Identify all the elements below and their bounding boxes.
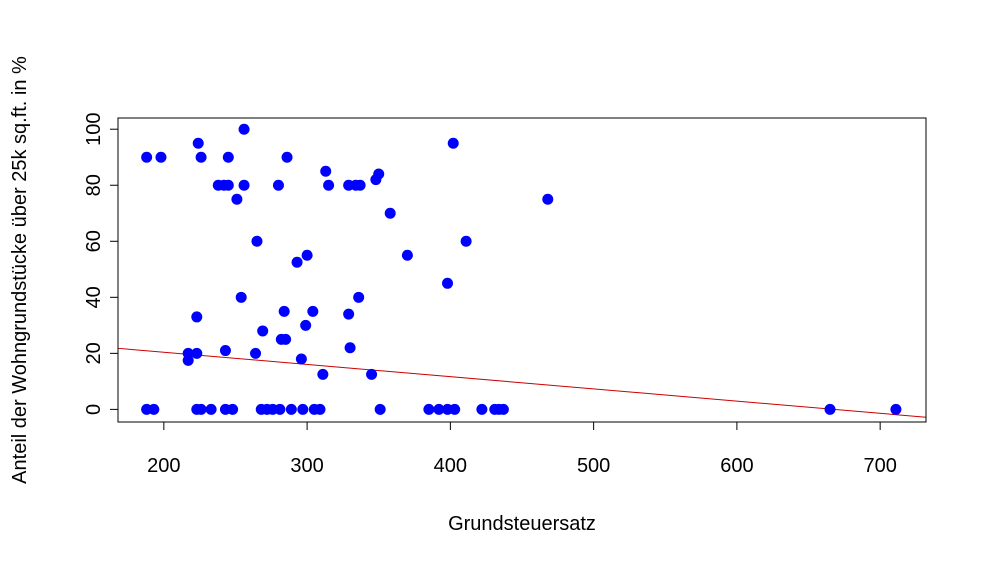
- data-point: [182, 347, 194, 359]
- x-axis-label: Grundsteuersatz: [448, 513, 596, 535]
- data-point: [442, 277, 454, 289]
- data-point: [222, 179, 234, 191]
- data-point: [433, 403, 445, 415]
- x-tick-label: 200: [147, 455, 180, 477]
- data-point: [280, 333, 292, 345]
- data-point: [366, 368, 378, 380]
- data-point: [824, 403, 836, 415]
- data-point: [227, 403, 239, 415]
- data-point: [449, 403, 461, 415]
- y-axis-label: Anteil der Wohngrundstücke über 25k sq.f…: [9, 56, 31, 484]
- data-point: [272, 179, 284, 191]
- data-point: [278, 305, 290, 317]
- data-point: [155, 151, 167, 163]
- data-point: [295, 353, 307, 365]
- data-point: [323, 179, 335, 191]
- y-axis: 0 20 40 60 80 100: [83, 113, 119, 415]
- y-tick-label: 80: [83, 174, 105, 196]
- x-tick-label: 300: [290, 455, 323, 477]
- data-point: [238, 179, 250, 191]
- y-tick-label: 20: [83, 342, 105, 364]
- data-point: [300, 319, 312, 331]
- data-point: [274, 403, 286, 415]
- x-tick-label: 400: [434, 455, 467, 477]
- data-point: [195, 151, 207, 163]
- points-layer: [141, 123, 902, 415]
- data-point: [314, 403, 326, 415]
- x-axis: 200 300 400 500 600 700: [147, 421, 897, 477]
- x-tick-label: 500: [577, 455, 610, 477]
- y-tick-label: 40: [83, 286, 105, 308]
- x-tick-label: 600: [720, 455, 753, 477]
- data-point: [205, 403, 217, 415]
- data-point: [281, 151, 293, 163]
- data-point: [460, 235, 472, 247]
- data-point: [297, 403, 309, 415]
- data-point: [344, 342, 356, 354]
- data-point: [320, 165, 332, 177]
- data-point: [222, 151, 234, 163]
- data-point: [251, 235, 263, 247]
- data-point: [476, 403, 488, 415]
- x-tick-label: 700: [863, 455, 896, 477]
- y-tick-label: 60: [83, 230, 105, 252]
- data-point: [191, 347, 203, 359]
- data-point: [447, 137, 459, 149]
- data-point: [354, 179, 366, 191]
- data-point: [497, 403, 509, 415]
- data-point: [195, 403, 207, 415]
- data-point: [343, 308, 355, 320]
- data-point: [373, 168, 385, 180]
- data-point: [291, 256, 303, 268]
- data-point: [191, 311, 203, 323]
- data-point: [423, 403, 435, 415]
- data-point: [301, 249, 313, 261]
- data-point: [542, 193, 554, 205]
- data-point: [890, 403, 902, 415]
- data-point: [219, 345, 231, 357]
- data-point: [285, 403, 297, 415]
- data-point: [238, 123, 250, 135]
- regression-layer: [117, 347, 927, 418]
- data-point: [384, 207, 396, 219]
- data-point: [192, 137, 204, 149]
- data-point: [235, 291, 247, 303]
- data-point: [148, 403, 160, 415]
- data-point: [353, 291, 365, 303]
- data-point: [141, 151, 153, 163]
- data-point: [317, 368, 329, 380]
- y-tick-label: 100: [83, 113, 105, 146]
- data-point: [401, 249, 413, 261]
- data-point: [250, 347, 262, 359]
- data-point: [231, 193, 243, 205]
- data-point: [307, 305, 319, 317]
- y-tick-label: 0: [83, 404, 105, 415]
- data-point: [374, 403, 386, 415]
- regression-line: [117, 347, 927, 418]
- data-point: [257, 325, 269, 337]
